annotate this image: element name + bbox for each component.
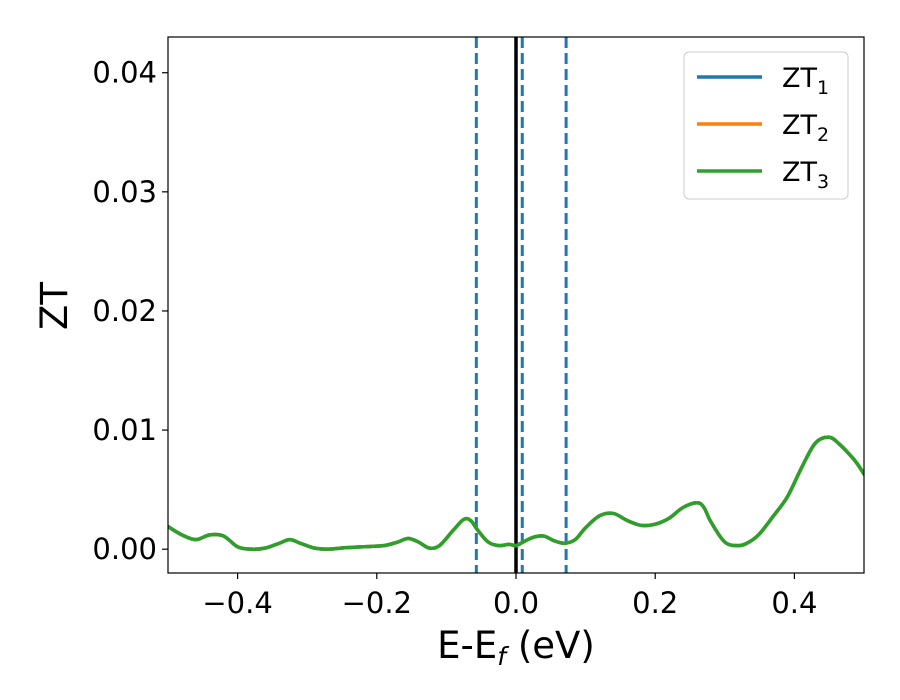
x-axis: −0.4 −0.2 0.0 0.2 0.4 bbox=[202, 573, 817, 620]
y-axis-label: ZT bbox=[33, 282, 76, 330]
y-tick-label: 0.01 bbox=[92, 413, 157, 447]
series-lines bbox=[168, 435, 864, 551]
series-line-zt3 bbox=[168, 435, 864, 551]
x-tick-label: 0.4 bbox=[771, 586, 817, 620]
legend-frame bbox=[683, 51, 849, 200]
legend-label-zt2: ZT2 bbox=[782, 110, 829, 146]
y-tick-label: 0.03 bbox=[92, 175, 157, 209]
legend: ZT1 ZT2 ZT3 bbox=[683, 51, 849, 200]
x-tick-label: 0.0 bbox=[493, 586, 539, 620]
legend-entries: ZT1 ZT2 ZT3 bbox=[697, 63, 829, 193]
x-tick-label: 0.2 bbox=[632, 586, 678, 620]
y-tick-label: 0.02 bbox=[92, 294, 157, 328]
y-tick-label: 0.04 bbox=[92, 56, 157, 90]
legend-label-zt1: ZT1 bbox=[782, 63, 829, 99]
x-tick-label: −0.2 bbox=[342, 586, 412, 620]
reference-lines bbox=[474, 37, 568, 573]
y-tick-label: 0.00 bbox=[92, 532, 157, 566]
y-axis: 0.00 0.01 0.02 0.03 0.04 bbox=[92, 56, 168, 566]
legend-label-zt3: ZT3 bbox=[782, 157, 829, 193]
x-tick-label: −0.4 bbox=[202, 586, 272, 620]
x-axis-label: E-Ef (eV) bbox=[437, 624, 595, 671]
x-axis-label-main: E-E bbox=[437, 624, 497, 667]
x-axis-label-unit: (eV) bbox=[506, 624, 595, 667]
